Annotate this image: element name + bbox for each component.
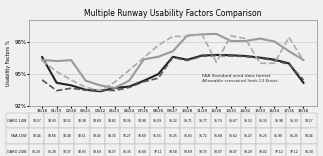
Y-axis label: Usability Factors %: Usability Factors % [6,40,11,86]
Text: FAA Standard wind data format
Allowable crosswind limit:13 Knots: FAA Standard wind data format Allowable … [202,74,277,83]
Title: Multiple Runway Usability Factors Comparison: Multiple Runway Usability Factors Compar… [84,9,262,18]
